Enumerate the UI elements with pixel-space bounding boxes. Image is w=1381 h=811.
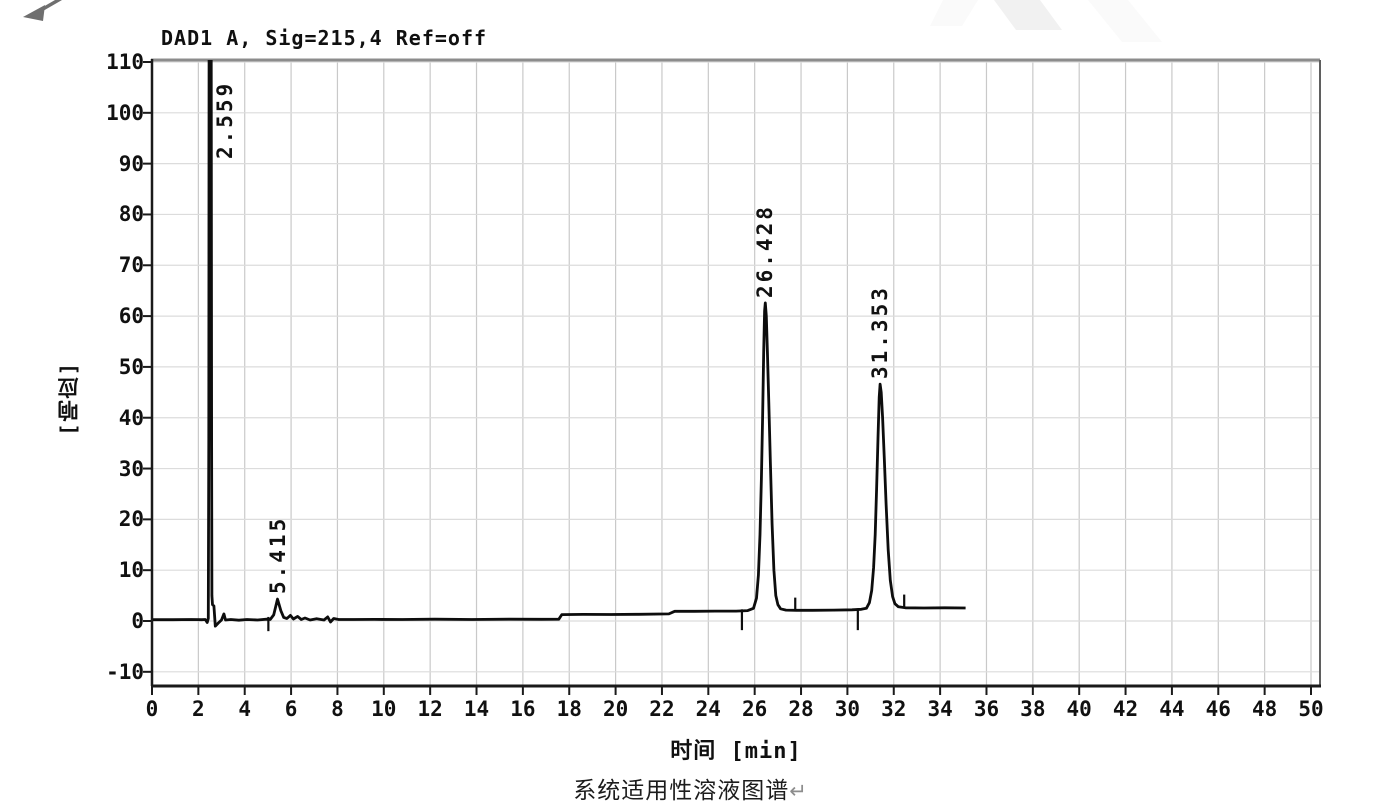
y-axis-label: [响应]	[57, 360, 81, 436]
x-tick-label: 14	[463, 697, 490, 721]
y-tick-label: 80	[118, 202, 144, 227]
peak-label-31.353: 31.353	[868, 285, 893, 380]
y-tick-label: 10	[118, 558, 144, 583]
x-tick-label: 4	[238, 697, 252, 721]
watermark	[1088, 0, 1162, 42]
y-tick-label: -10	[106, 659, 144, 684]
watermark	[994, 0, 1062, 30]
peak-label-5.415: 5.415	[265, 515, 290, 595]
return-arrow-icon	[23, 5, 45, 21]
x-tick-label: 44	[1159, 697, 1185, 721]
figure-caption: 系统适用性溶液图谱↵	[0, 771, 1381, 805]
x-tick-label: 50	[1298, 697, 1324, 721]
x-tick-label: 36	[973, 697, 1000, 721]
x-tick-label: 0	[145, 697, 159, 721]
y-tick-label: 40	[118, 405, 144, 430]
y-tick-label: 90	[118, 151, 144, 176]
x-tick-label: 16	[510, 697, 536, 721]
x-tick-label: 32	[881, 697, 907, 721]
x-tick-label: 12	[417, 697, 443, 721]
y-tick-label: 20	[118, 507, 144, 532]
paragraph-return-icon: ↵	[789, 779, 808, 803]
y-tick-label: 0	[131, 609, 144, 633]
x-tick-label: 6	[284, 697, 298, 721]
x-tick-label: 20	[602, 697, 629, 721]
y-tick-label: 100	[106, 100, 144, 125]
y-tick-label: 60	[118, 304, 144, 329]
chart-title: DAD1 A, Sig=215,4 Ref=off	[161, 26, 488, 50]
caption-text: 系统适用性溶液图谱	[573, 778, 790, 804]
y-tick-label: 110	[106, 50, 144, 74]
y-tick-label: 50	[118, 354, 144, 379]
peak-label-26.428: 26.428	[753, 204, 778, 298]
x-tick-label: 46	[1205, 697, 1231, 721]
x-tick-label: 22	[649, 697, 675, 721]
peak-label-2.559: 2.559	[213, 80, 238, 159]
x-tick-label: 42	[1112, 697, 1139, 721]
y-tick-label: 30	[118, 456, 144, 481]
x-tick-label: 26	[742, 697, 768, 721]
x-tick-label: 38	[1020, 697, 1046, 721]
x-axis-label: 时间 [min]	[670, 739, 802, 764]
x-tick-label: 30	[834, 697, 861, 721]
x-tick-label: 40	[1066, 697, 1092, 721]
y-tick-label: 70	[118, 253, 144, 278]
x-tick-label: 28	[788, 697, 814, 721]
x-tick-label: 8	[331, 697, 344, 721]
x-tick-label: 2	[192, 697, 205, 721]
x-tick-label: 18	[556, 697, 582, 721]
watermark	[930, 0, 978, 26]
chromatogram-trace	[153, 60, 966, 628]
x-tick-label: 48	[1251, 697, 1278, 721]
x-tick-label: 10	[371, 697, 397, 721]
x-tick-label: 24	[695, 697, 721, 721]
x-tick-label: 34	[927, 697, 953, 721]
